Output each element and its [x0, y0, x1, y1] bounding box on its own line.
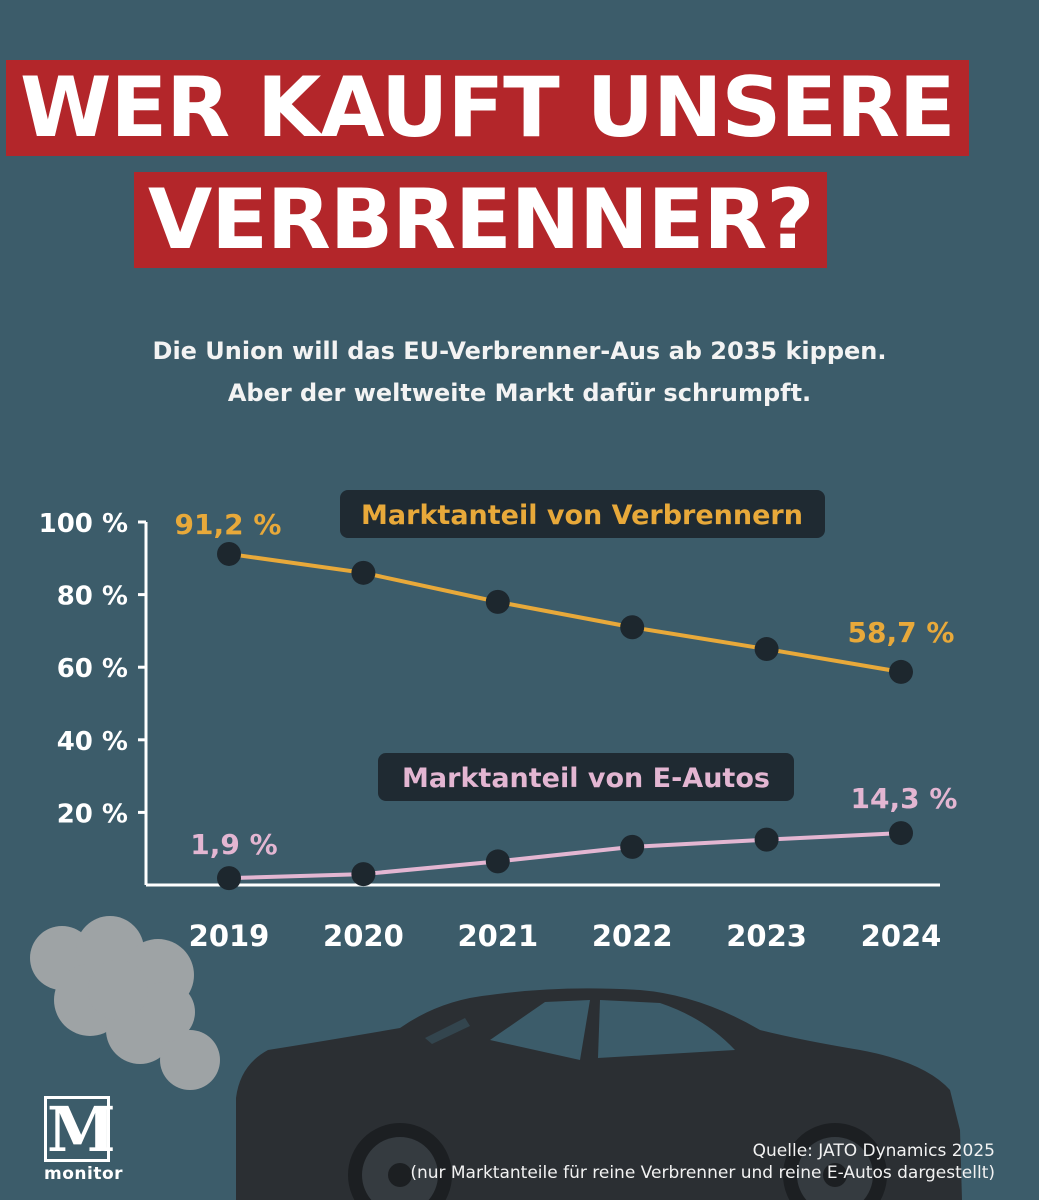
- subtitle: Die Union will das EU-Verbrenner-Aus ab …: [0, 330, 1039, 414]
- data-point: [889, 821, 913, 846]
- monitor-logo: M monitor: [44, 1093, 124, 1184]
- legend-label-electric: Marktanteil von E-Autos: [402, 763, 770, 794]
- car-silhouette-icon: [236, 988, 962, 1200]
- logo-letter: M: [47, 1093, 116, 1166]
- data-point: [485, 849, 510, 874]
- logo-box: M: [44, 1093, 116, 1166]
- data-label: 1,9 %: [190, 828, 277, 861]
- data-label: 58,7 %: [848, 616, 955, 649]
- data-point: [351, 862, 376, 887]
- data-point: [754, 637, 779, 662]
- y-tick-label: 100 %: [39, 509, 128, 539]
- x-tick-label: 2024: [861, 919, 942, 953]
- series-line-electric: [228, 831, 902, 881]
- legend-label-combustion: Marktanteil von Verbrennern: [361, 500, 803, 531]
- subtitle-line-1: Die Union will das EU-Verbrenner-Aus ab …: [152, 337, 887, 365]
- data-point: [217, 541, 241, 566]
- data-point: [485, 589, 510, 614]
- y-tick-label: 40 %: [57, 727, 128, 757]
- data-point: [217, 866, 241, 891]
- source-note: Quelle: JATO Dynamics 2025 (nur Marktant…: [410, 1140, 995, 1184]
- data-point: [620, 834, 645, 859]
- x-tick-label: 2022: [592, 919, 673, 953]
- data-point: [351, 560, 376, 585]
- source-line-2: (nur Marktanteile für reine Verbrenner u…: [410, 1163, 995, 1183]
- y-tick-label: 60 %: [57, 654, 128, 684]
- series-line-combustion: [228, 551, 902, 674]
- subtitle-line-2: Aber der weltweite Markt dafür schrumpft…: [227, 379, 812, 407]
- x-tick-label: 2021: [457, 919, 538, 953]
- x-tick-label: 2019: [189, 919, 270, 953]
- data-label: 14,3 %: [851, 782, 958, 815]
- legend-combustion: Marktanteil von Verbrennern: [340, 490, 825, 538]
- y-tick-label: 80 %: [57, 582, 128, 612]
- x-tick-label: 2023: [726, 919, 807, 953]
- source-line-1: Quelle: JATO Dynamics 2025: [752, 1141, 995, 1161]
- data-label: 91,2 %: [175, 508, 282, 541]
- exhaust-smoke-icon: [30, 916, 220, 1090]
- title-line-1: WER KAUFT UNSERE: [6, 60, 969, 156]
- data-point: [620, 615, 645, 640]
- legend-electric: Marktanteil von E-Autos: [378, 753, 794, 801]
- title-line-2: VERBRENNER?: [134, 172, 828, 268]
- x-tick-label: 2020: [323, 919, 404, 953]
- y-tick-label: 20 %: [57, 799, 128, 829]
- data-point: [889, 659, 913, 684]
- data-point: [754, 827, 779, 852]
- logo-name: monitor: [44, 1164, 124, 1184]
